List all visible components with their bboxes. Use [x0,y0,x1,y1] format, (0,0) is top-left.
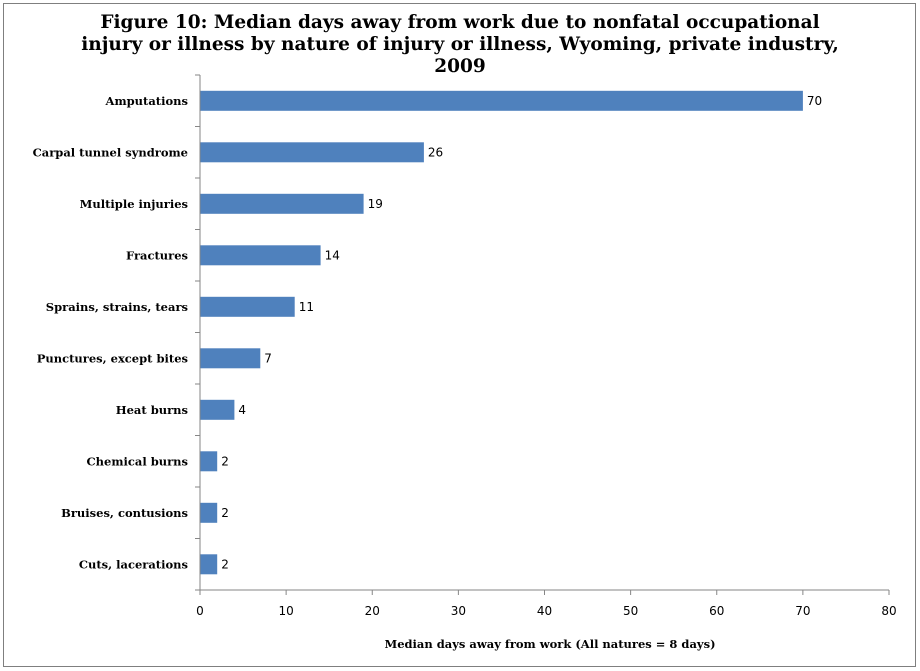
data-label: 19 [368,197,383,211]
category-label: Sprains, strains, tears [46,300,188,314]
data-label: 2 [221,454,229,468]
x-tick-label: 40 [537,604,552,618]
bar [200,245,321,266]
bar [200,90,803,111]
chart-title: Figure 10: Median days away from work du… [0,12,920,78]
x-tick-label: 0 [196,604,204,618]
bar [200,296,295,317]
data-label: 2 [221,506,229,520]
bar [200,399,235,420]
chart-title-line-1: Figure 10: Median days away from work du… [100,12,820,33]
x-tick-label: 50 [623,604,638,618]
bar [200,502,218,523]
axes-group: Amputations Carpal tunnel syndrome Multipl… [33,74,897,618]
category-label: Cuts, lacerations [79,557,188,571]
bar [200,348,261,369]
chart-frame [3,3,916,667]
data-label: 26 [428,145,443,159]
category-label: Punctures, except bites [37,351,188,365]
data-label: 14 [325,248,340,262]
chart-title-line-3: 2009 [434,56,486,77]
bar [200,451,218,472]
data-label: 70 [807,94,822,108]
bar [200,554,218,575]
x-tick-label: 70 [795,604,810,618]
category-label: Chemical burns [87,454,189,468]
data-label: 7 [264,351,272,365]
bar [200,142,424,163]
data-label: 11 [299,300,314,314]
x-tick-label: 30 [451,604,466,618]
x-axis-title: Median days away from work (All natures … [384,637,715,651]
category-label: Carpal tunnel syndrome [33,145,188,159]
category-label: Heat burns [116,403,188,417]
x-tick-label: 80 [881,604,896,618]
category-label: Fractures [126,248,188,262]
bar [200,193,364,214]
x-tick-label: 10 [278,604,293,618]
category-label: Amputations [105,94,188,108]
chart-title-line-2: injury or illness by nature of injury or… [81,34,839,55]
category-label: Multiple injuries [80,197,188,211]
x-tick-label: 20 [365,604,380,618]
x-tick-label: 60 [709,604,724,618]
data-label: 4 [238,403,246,417]
bars-group: 70 26 19 14 11 7 4 2 2 2 [200,90,822,575]
data-label: 2 [221,557,229,571]
category-label: Bruises, contusions [61,506,188,520]
